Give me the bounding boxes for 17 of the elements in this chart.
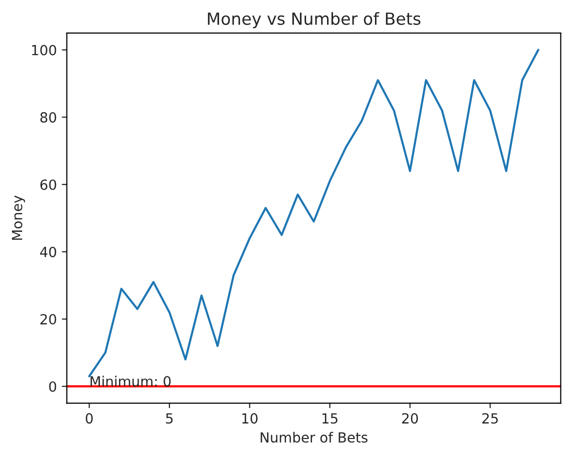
x-tick-label: 5 bbox=[166, 413, 173, 424]
annotation: Minimum: 0 bbox=[90, 376, 171, 387]
x-axis-title: Number of Bets bbox=[260, 432, 368, 443]
x-tick-label: 10 bbox=[242, 413, 258, 424]
x-tick-label: 15 bbox=[322, 413, 338, 424]
y-tick-label: 0 bbox=[49, 381, 56, 392]
y-tick-label: 40 bbox=[40, 246, 56, 258]
y-tick-label: 80 bbox=[40, 112, 56, 123]
chart-title: Money vs Number of Bets bbox=[208, 12, 420, 28]
y-tick-label: 20 bbox=[40, 314, 56, 325]
y-axis-title: Money bbox=[12, 196, 26, 240]
line-series bbox=[88, 48, 540, 378]
x-tick-label: 20 bbox=[402, 413, 418, 424]
y-tick-label: 100 bbox=[32, 44, 56, 56]
x-tick-label: 0 bbox=[86, 413, 93, 424]
x-tick-label: 25 bbox=[482, 413, 498, 424]
y-tick-label: 60 bbox=[40, 179, 56, 190]
